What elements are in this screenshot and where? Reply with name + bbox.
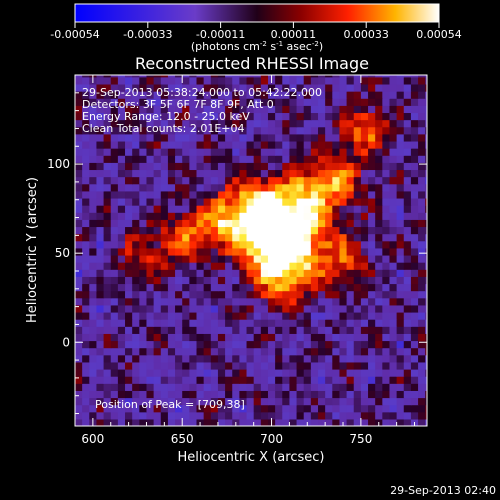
x-tick-label: 600 <box>81 432 104 446</box>
footer-timestamp: 29-Sep-2013 02:40 <box>390 484 496 497</box>
colorbar-tick-label: 0.00011 <box>271 28 317 41</box>
colorbar-tick-label: -0.00011 <box>196 28 245 41</box>
axis-ticks: 600 650 700 750 0 50 100 <box>47 75 427 446</box>
x-axis-label: Heliocentric X (arcsec) <box>178 450 325 465</box>
annotation-detectors: Detectors: 3F 5F 6F 7F 8F 9F, Att 0 <box>82 98 274 111</box>
annotation-energy: Energy Range: 12.0 - 25.0 keV <box>82 110 250 123</box>
annotation-block: 29-Sep-2013 05:38:24.000 to 05:42:22.000… <box>82 86 322 135</box>
colorbar-ticks: -0.00054 -0.00033 -0.00011 0.00011 0.00033 0.… <box>50 22 462 41</box>
colorbar-tick-label: 0.00033 <box>343 28 389 41</box>
y-tick-label: 0 <box>62 335 70 349</box>
plot-frame <box>74 74 428 427</box>
x-tick-label: 700 <box>260 432 283 446</box>
colorbar-tick-label: -0.00033 <box>123 28 172 41</box>
y-tick-label: 100 <box>47 157 70 171</box>
colorbar-tick-label: 0.00054 <box>416 28 462 41</box>
colorbar <box>74 3 440 23</box>
peak-position-label: Position of Peak = [709,38] <box>95 398 245 411</box>
x-tick-label: 650 <box>171 432 194 446</box>
y-tick-label: 50 <box>55 246 70 260</box>
heatmap-image <box>75 75 427 426</box>
colorbar-units: (photons cm-2 s-1 asec-2) <box>191 40 323 53</box>
annotation-time: 29-Sep-2013 05:38:24.000 to 05:42:22.000 <box>82 86 322 99</box>
x-tick-label: 750 <box>349 432 372 446</box>
y-axis-label: Heliocentric Y (arcsec) <box>25 177 40 323</box>
annotation-counts: Clean Total counts: 2.01E+04 <box>82 122 245 135</box>
colorbar-tick-label: -0.00054 <box>50 28 99 41</box>
chart-title: Reconstructed RHESSI Image <box>135 54 369 73</box>
